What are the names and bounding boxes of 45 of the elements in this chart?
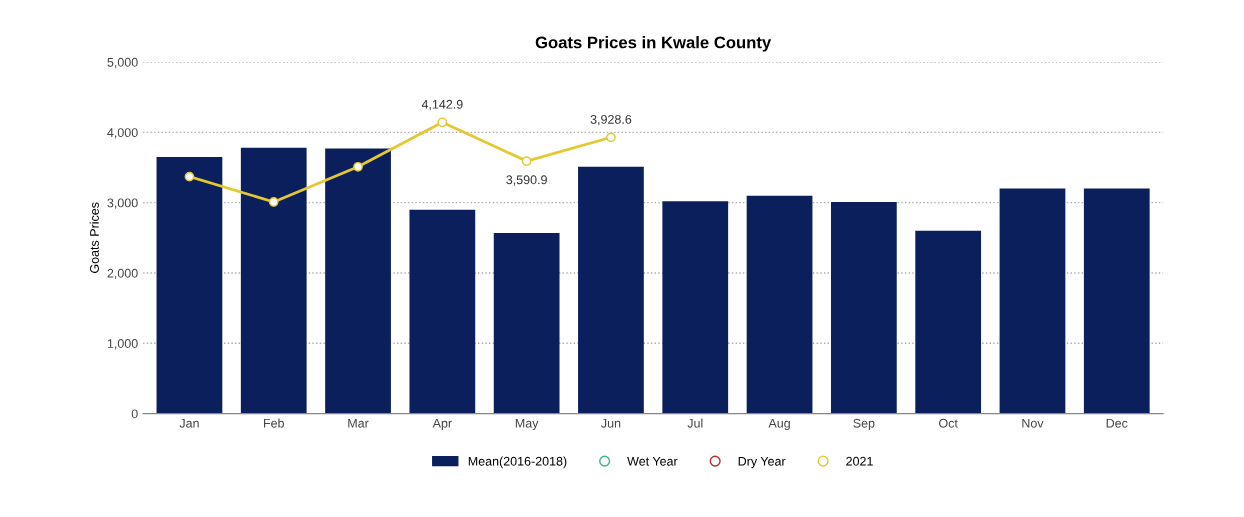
bar <box>746 195 813 414</box>
y-tick-label: 4,000 <box>107 128 138 139</box>
legend-label: Mean(2016-2018) <box>468 456 567 469</box>
bar <box>830 201 897 414</box>
x-tick-label: Nov <box>1022 418 1044 428</box>
legend-label: Wet Year <box>627 456 678 466</box>
bar <box>493 232 560 414</box>
bar <box>999 188 1066 414</box>
bar <box>915 230 982 414</box>
x-tick-label: Jul <box>687 418 703 428</box>
y-axis-title: Goats Prices <box>89 202 99 273</box>
x-tick-label: Dec <box>1106 418 1128 428</box>
point <box>268 197 279 207</box>
point <box>606 132 616 143</box>
legend-label: Dry Year <box>738 456 786 469</box>
bar <box>156 156 223 414</box>
x-tick-label: Aug <box>768 418 790 431</box>
data-label: 3,928.6 <box>590 114 632 126</box>
x-tick-label: Sep <box>853 418 875 431</box>
x-tick-label: Mar <box>348 418 369 428</box>
chart-title: Goats Prices in Kwale County <box>535 36 772 52</box>
point <box>521 156 532 166</box>
bar <box>409 209 476 414</box>
bar <box>325 148 391 414</box>
x-tick-label: Jan <box>179 418 199 428</box>
bar <box>662 201 729 414</box>
y-tick-label: 5,000 <box>107 57 138 69</box>
bar <box>240 147 307 414</box>
y-tick-label: 2,000 <box>107 268 138 280</box>
y-tick-label: 3,000 <box>107 198 138 209</box>
y-tick-label: 0 <box>131 409 138 419</box>
x-tick-label: Feb <box>263 418 284 428</box>
x-tick-label: Apr <box>432 418 452 431</box>
point <box>353 161 363 172</box>
x-tick-label: Jun <box>601 418 621 428</box>
x-tick-label: May <box>515 418 539 431</box>
data-label: 4,142.9 <box>421 99 463 111</box>
x-tick-label: Oct <box>939 418 958 428</box>
bar <box>1083 188 1150 414</box>
bar <box>578 166 644 414</box>
y-tick-label: 1,000 <box>107 339 138 350</box>
point <box>184 171 195 182</box>
legend-label: 2021 <box>846 456 873 466</box>
point <box>437 117 448 128</box>
data-label: 3,590.9 <box>506 175 547 186</box>
